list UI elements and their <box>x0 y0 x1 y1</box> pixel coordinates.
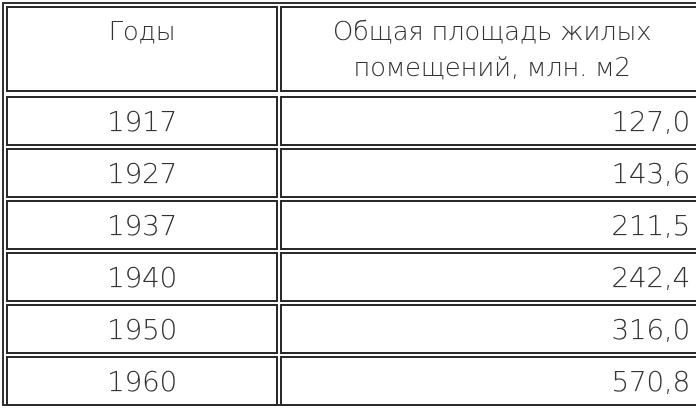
table-cell-area: 570,8 <box>280 356 696 406</box>
table-cell-year: 1940 <box>6 252 278 302</box>
header-area-line2: помещений, млн. м2 <box>353 53 631 83</box>
header-area-line1: Общая площадь жилых <box>332 17 652 47</box>
table-cell-year: 1917 <box>6 96 278 146</box>
table-cell-area: 127,0 <box>280 96 696 146</box>
table-cell-area: 211,5 <box>280 200 696 250</box>
header-years: Годы <box>6 6 278 92</box>
header-area: Общая площадь жилых помещений, млн. м2 <box>280 6 696 92</box>
table-cell-year: 1960 <box>6 356 278 406</box>
table-cell-year: 1950 <box>6 304 278 354</box>
table-cell-area: 242,4 <box>280 252 696 302</box>
table-cell-year: 1927 <box>6 148 278 198</box>
table-cell-year: 1937 <box>6 200 278 250</box>
table-cell-area: 316,0 <box>280 304 696 354</box>
table-cell-area: 143,6 <box>280 148 696 198</box>
